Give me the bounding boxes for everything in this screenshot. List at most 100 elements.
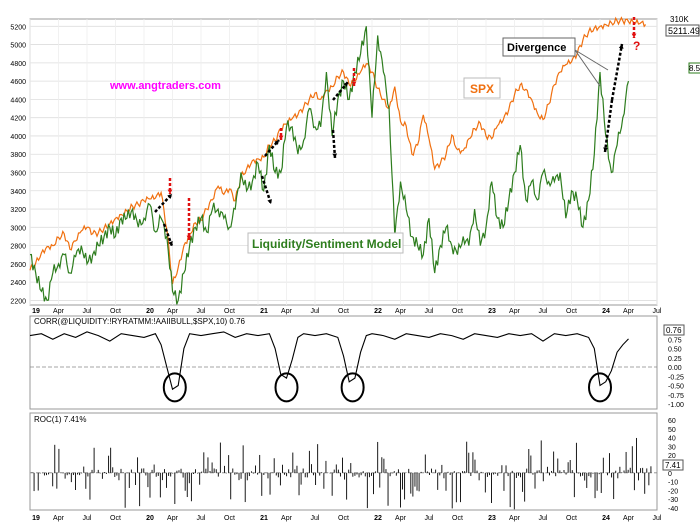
black-arrow-head <box>618 44 624 49</box>
black-arrow <box>610 43 624 101</box>
black-arrow-head <box>267 199 272 204</box>
roc-x-tick-label: Jul <box>83 515 92 522</box>
main-y-tick-label: 5000 <box>10 43 26 50</box>
corr-series-line <box>29 331 629 391</box>
black-arrow-head <box>168 241 173 246</box>
divergence-pointer-1 <box>574 49 601 87</box>
black-arrow <box>332 81 349 101</box>
corr-y-tick-label: 0.75 <box>668 337 682 344</box>
corr-line <box>29 331 629 391</box>
roc-x-tick-label: Oct <box>224 515 235 522</box>
main-x-tick-label: Oct <box>566 308 577 315</box>
roc-y-tick-label: -10 <box>668 480 678 487</box>
main-x-axis-ticks: 19 Apr Jul Oct 20 Apr Jul Oct 21 Apr Jul Oct 22 Apr Ju… <box>32 308 662 315</box>
main-gridlines <box>29 19 658 305</box>
model-label: Liquidity/Sentiment Model <box>252 237 401 251</box>
divergence-label: Divergence <box>507 42 566 54</box>
corr-circled-lows <box>162 372 612 403</box>
roc-x-tick-label: Jul <box>539 515 548 522</box>
main-x-tick-label: Apr <box>167 308 179 315</box>
roc-panel: ROC(1) 7.41% 6050403020100-10-20-30-40 1… <box>29 412 684 522</box>
corr-value-tag-text: 0.76 <box>666 326 682 335</box>
roc-x-tick-label: Jul <box>653 515 662 522</box>
roc-y-tick-label: -20 <box>668 488 678 495</box>
main-y-tick-label: 4800 <box>10 61 26 68</box>
corr-y-tick-label: -0.75 <box>668 393 684 400</box>
roc-y-tick-label: 20 <box>668 453 676 460</box>
main-y-axis-ticks: 2200 2400 2600 2800 3000 3200 3400 3600 3800 4000… <box>10 24 26 305</box>
roc-value-tag-text: 7.41 <box>665 461 681 470</box>
main-y-tick-label: 2200 <box>10 298 26 305</box>
main-y-tick-label: 2600 <box>10 262 26 269</box>
main-x-tick-label: 24 <box>602 308 610 315</box>
black-arrow <box>162 223 174 247</box>
roc-y-tick-label: -30 <box>668 497 678 504</box>
roc-x-tick-label: Apr <box>281 515 293 522</box>
main-x-tick-label: Oct <box>110 308 121 315</box>
main-y-tick-label: 3200 <box>10 207 26 214</box>
black-arrow-head <box>274 140 279 145</box>
corr-y-tick-label: -0.25 <box>668 374 684 381</box>
corr-circle <box>340 372 365 403</box>
roc-x-tick-label: 23 <box>488 515 496 522</box>
roc-value-tag: 7.41 <box>662 459 684 471</box>
main-x-tick-label: Apr <box>509 308 521 315</box>
main-x-tick-label: 23 <box>488 308 496 315</box>
roc-x-tick-label: Apr <box>53 515 65 522</box>
price-tag-value: 5211.49 <box>668 26 700 36</box>
roc-y-tick-label: 60 <box>668 418 676 425</box>
main-x-tick-label: Jul <box>653 308 662 315</box>
main-x-tick-label: Oct <box>452 308 463 315</box>
divergence-pointer-2 <box>574 49 609 71</box>
corr-y-tick-label: 0.50 <box>668 347 682 354</box>
corr-y-tick-label: 0.00 <box>668 365 682 372</box>
main-y-tick-label: 4200 <box>10 116 26 123</box>
black-arrow-head <box>343 82 348 87</box>
corr-y-tick-label: -1.00 <box>668 402 684 409</box>
right-value-tag: 8.56 <box>688 62 700 74</box>
price-tag: 5211.49 <box>665 24 700 37</box>
main-y-tick-label: 3600 <box>10 171 26 178</box>
roc-x-tick-label: Jul <box>425 515 434 522</box>
roc-x-tick-label: 22 <box>374 515 382 522</box>
roc-x-tick-label: Apr <box>623 515 635 522</box>
main-y-tick-label: 3400 <box>10 189 26 196</box>
roc-y-tick-label: 30 <box>668 444 676 451</box>
main-x-tick-label: 22 <box>374 308 382 315</box>
main-series-lines <box>29 16 647 305</box>
main-x-tick-label: Jul <box>425 308 434 315</box>
roc-y-tick-label: 50 <box>668 427 676 434</box>
main-x-tick-label: 21 <box>260 308 268 315</box>
spx-series-line <box>29 16 647 285</box>
roc-x-tick-label: Oct <box>452 515 463 522</box>
red-arrow-head <box>167 189 173 194</box>
black-arrow <box>603 99 614 153</box>
main-x-tick-label: Oct <box>338 308 349 315</box>
main-x-tick-label: Jul <box>83 308 92 315</box>
model-series-line <box>29 26 630 305</box>
roc-x-tick-label: Apr <box>167 515 179 522</box>
correlation-panel: CORR(@LIQUIDITY:!RYRATMM:!AAIIBULL,$SPX,… <box>29 315 685 410</box>
roc-y-tick-label: -40 <box>668 506 678 513</box>
main-x-tick-label: Apr <box>281 308 293 315</box>
roc-x-tick-label: Apr <box>509 515 521 522</box>
black-arrow-head <box>603 147 608 152</box>
roc-y-tick-label: 40 <box>668 436 676 443</box>
main-x-tick-label: Jul <box>539 308 548 315</box>
main-y-tick-label: 5200 <box>10 24 26 31</box>
main-y-tick-label: 4400 <box>10 97 26 104</box>
roc-x-tick-label: Jul <box>311 515 320 522</box>
roc-x-tick-label: Oct <box>566 515 577 522</box>
main-x-tick-label: Apr <box>53 308 65 315</box>
roc-x-tick-label: 19 <box>32 515 40 522</box>
main-x-tick-label: 20 <box>146 308 154 315</box>
corr-y-tick-label: 0.25 <box>668 356 682 363</box>
main-y-tick-label: 3000 <box>10 225 26 232</box>
corr-y-tick-label: -0.50 <box>668 384 684 391</box>
roc-x-tick-label: Jul <box>197 515 206 522</box>
corr-circle <box>162 372 187 403</box>
watermark-text: www.angtraders.com <box>109 80 221 92</box>
top-right-label: 310K <box>670 15 689 24</box>
roc-x-tick-label: 24 <box>602 515 610 522</box>
